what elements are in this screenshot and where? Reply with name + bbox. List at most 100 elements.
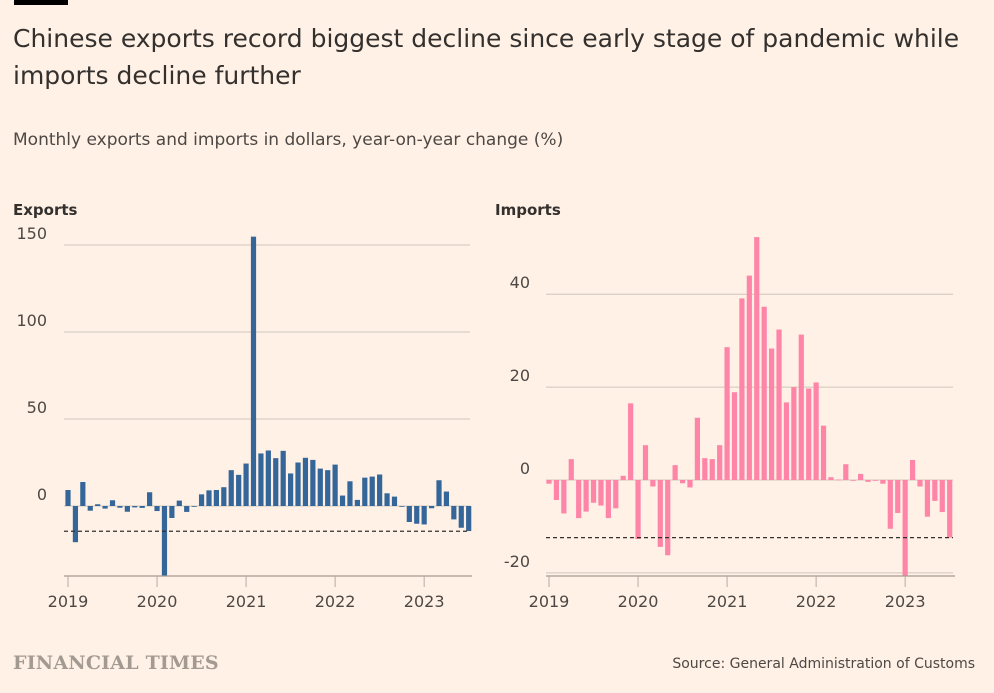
- exports-bar: [369, 476, 375, 506]
- exports-xtick-label: 2023: [404, 592, 445, 611]
- exports-bar: [265, 450, 271, 506]
- exports-bar: [273, 458, 279, 506]
- imports-bar: [687, 480, 693, 488]
- imports-bar: [776, 329, 782, 480]
- exports-bar: [302, 457, 309, 506]
- exports-bar: [243, 463, 249, 506]
- imports-bar: [791, 387, 797, 480]
- exports-xtick-label: 2022: [315, 592, 356, 611]
- imports-ytick-label: 0: [520, 459, 530, 478]
- exports-bar: [228, 470, 234, 506]
- imports-bar: [583, 480, 589, 512]
- exports-bar: [198, 494, 205, 506]
- exports-bar: [317, 468, 323, 506]
- imports-bar: [939, 480, 945, 513]
- exports-bar: [124, 506, 130, 512]
- imports-bar: [917, 480, 923, 487]
- imports-xtick-label: 2021: [707, 592, 748, 611]
- imports-bar: [909, 460, 916, 480]
- exports-bar: [117, 506, 123, 508]
- imports-bar: [702, 458, 708, 480]
- imports-ytick-label: -20: [504, 552, 530, 571]
- imports-bar: [657, 480, 663, 547]
- exports-bar: [191, 506, 197, 507]
- imports-bar: [924, 480, 931, 517]
- exports-bar: [169, 506, 175, 519]
- imports-bar: [724, 347, 730, 480]
- exports-bar: [443, 491, 450, 506]
- exports-bar: [458, 506, 464, 528]
- exports-bar: [236, 474, 242, 506]
- imports-bar: [679, 480, 686, 484]
- imports-bar: [672, 465, 678, 480]
- exports-bar: [147, 492, 153, 506]
- exports-bar: [391, 496, 398, 506]
- brand-bar: [14, 0, 68, 5]
- exports-bar: [280, 450, 286, 506]
- exports-bar: [65, 489, 71, 506]
- imports-bar: [813, 382, 819, 480]
- imports-bar: [642, 445, 649, 480]
- exports-bar: [436, 480, 442, 506]
- exports-bar: [184, 506, 190, 512]
- exports-bar: [414, 506, 420, 524]
- exports-bar: [362, 477, 368, 506]
- exports-bar: [295, 462, 301, 506]
- exports-ytick-label: 0: [37, 485, 47, 504]
- exports-bar: [399, 506, 405, 507]
- imports-bar: [635, 480, 641, 539]
- exports-bar: [154, 506, 160, 512]
- exports-bar: [325, 470, 331, 506]
- imports-bar: [546, 480, 552, 484]
- exports-bar: [95, 504, 101, 506]
- exports-bar: [102, 506, 108, 509]
- imports-bar: [620, 475, 626, 480]
- imports-bar: [561, 480, 567, 514]
- exports-bar: [72, 506, 79, 543]
- exports-bar: [466, 506, 472, 532]
- exports-bar: [132, 506, 138, 508]
- imports-bar: [709, 459, 715, 480]
- exports-bar: [221, 487, 227, 506]
- exports-bar: [406, 506, 412, 523]
- exports-xtick-label: 2019: [48, 592, 89, 611]
- imports-xtick-label: 2023: [885, 592, 926, 611]
- exports-xtick-label: 2020: [137, 592, 178, 611]
- imports-bar: [650, 480, 656, 487]
- imports-bar: [665, 480, 671, 556]
- imports-bar: [887, 480, 893, 529]
- imports-bar: [872, 480, 879, 481]
- exports-bar: [310, 459, 316, 506]
- imports-bar: [694, 417, 700, 480]
- imports-bar: [835, 479, 841, 481]
- exports-bar: [384, 493, 390, 506]
- imports-bar: [731, 392, 738, 480]
- exports-bar: [288, 473, 294, 506]
- imports-bar: [798, 334, 804, 480]
- exports-bar: [451, 506, 457, 520]
- exports-bar: [421, 506, 427, 525]
- exports-bar: [161, 506, 168, 576]
- exports-bar: [109, 500, 116, 506]
- imports-bar: [739, 298, 745, 480]
- imports-ytick-label: 20: [510, 366, 530, 385]
- imports-bar: [568, 459, 574, 480]
- imports-bar: [605, 480, 611, 519]
- exports-bar: [332, 464, 338, 506]
- imports-bar: [947, 480, 953, 538]
- imports-bar: [754, 237, 760, 480]
- imports-bar: [746, 275, 752, 480]
- imports-bar: [895, 480, 901, 513]
- imports-bar: [865, 480, 871, 482]
- exports-ytick-label: 50: [27, 398, 47, 417]
- exports-bar: [80, 481, 86, 506]
- imports-bar: [806, 388, 812, 480]
- imports-xtick-label: 2022: [796, 592, 837, 611]
- imports-xtick-label: 2020: [618, 592, 659, 611]
- exports-bar: [428, 506, 435, 509]
- imports-bar: [828, 477, 834, 480]
- imports-panel-title: Imports: [495, 201, 561, 219]
- imports-bar: [717, 445, 723, 480]
- exports-bar: [250, 236, 257, 506]
